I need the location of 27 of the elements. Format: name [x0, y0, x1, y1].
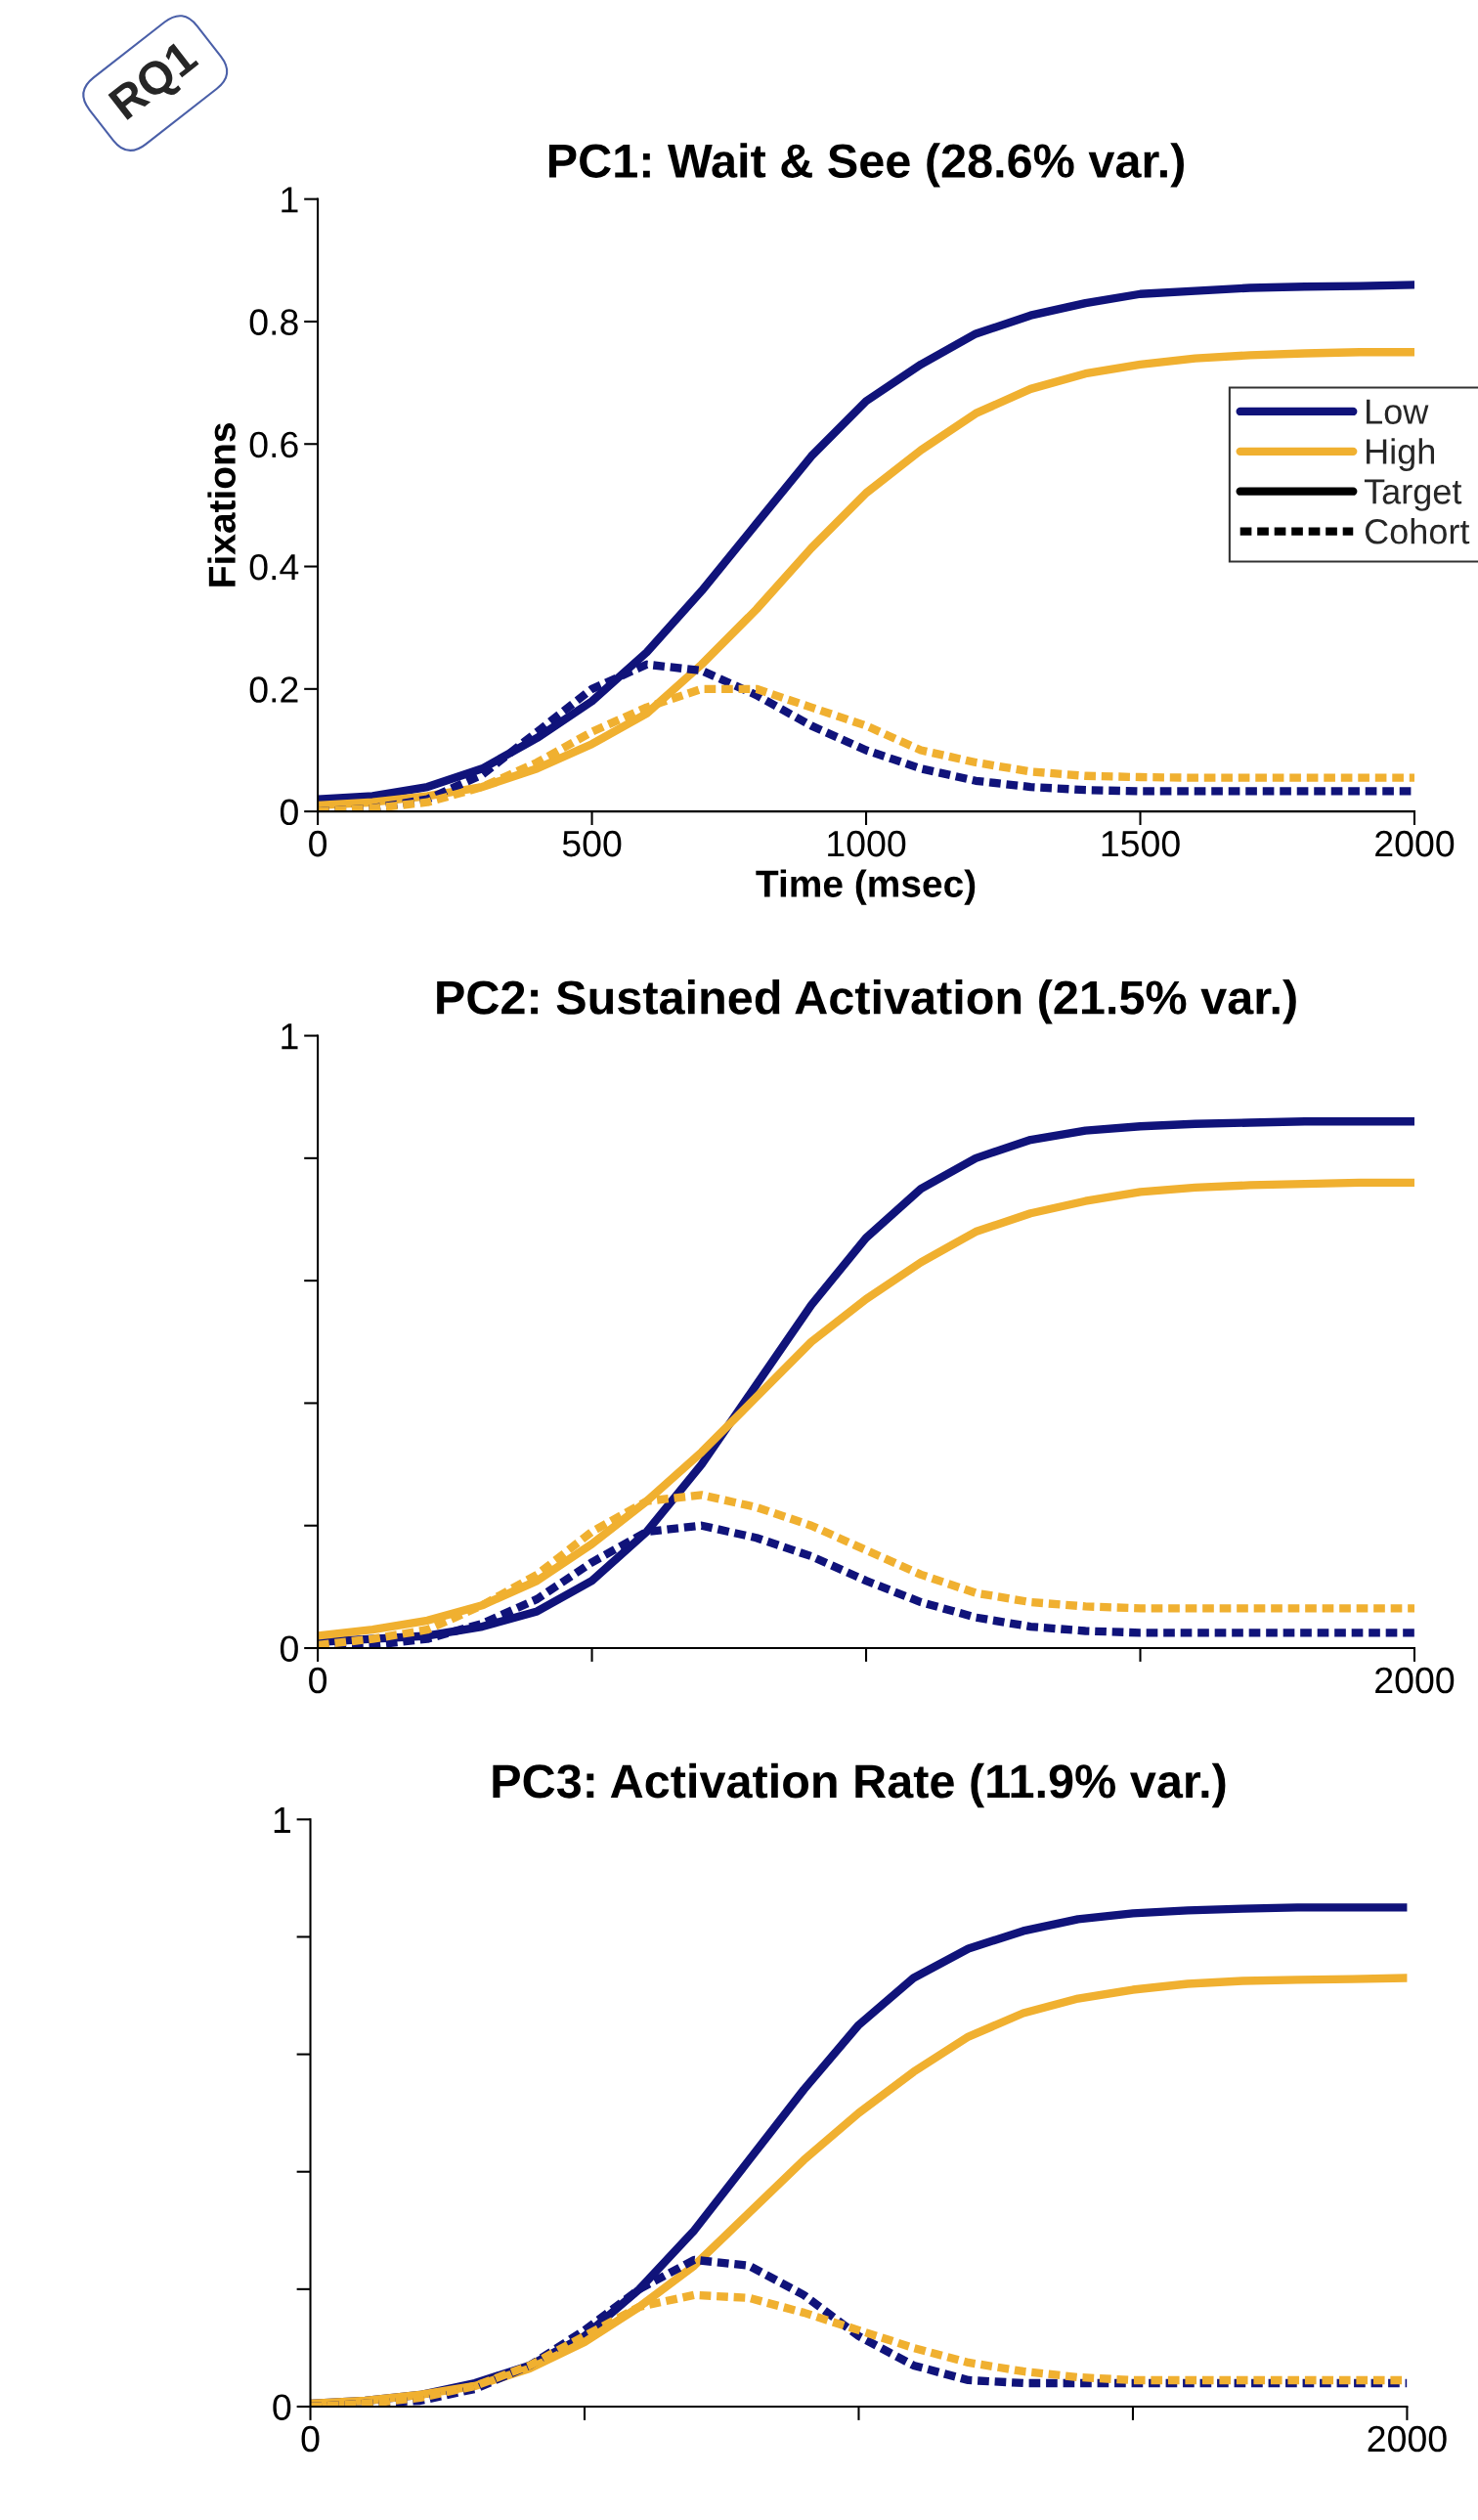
x-axis-title: Time (msec): [756, 869, 976, 905]
text: RQ1: [108, 38, 205, 127]
x-tick-label: 1000: [828, 830, 906, 857]
x-tick-label: 2000: [1375, 1667, 1455, 1694]
annotation: Cohort: [1365, 518, 1470, 544]
legend-label: High: [1367, 438, 1435, 471]
legend-label: Low: [1367, 399, 1429, 424]
y-tick-label: 1: [282, 1023, 298, 1050]
x-tick-label: 2000: [1368, 2425, 1447, 2453]
chart-title: PC1: Wait & See (28.6% var.): [548, 143, 1184, 188]
x-tick-label: 500: [562, 830, 622, 857]
y-tick-label: 0: [273, 2394, 291, 2420]
y-tick-label: 0.4: [249, 553, 299, 581]
y-tick-label: 1: [274, 1807, 290, 1833]
chart-title: PC3: Activation Rate (11.9% var.): [493, 1762, 1226, 1808]
chart-title: PC2: Sustained Activation (21.5% var.): [437, 979, 1296, 1024]
y-tick-label: 0.2: [249, 676, 298, 703]
y-tick-label: 0: [280, 799, 298, 826]
y-tick-label: 1: [282, 187, 298, 213]
y-tick-label: 0.8: [249, 309, 298, 335]
x-tick-label: 1500: [1102, 830, 1180, 857]
annotation: Target: [1364, 479, 1462, 511]
x-tick-label: 0: [309, 830, 327, 857]
y-tick-label: 0: [280, 1635, 298, 1662]
y-axis-title: Fixations: [207, 423, 236, 587]
x-tick-label: 2000: [1375, 830, 1455, 857]
y-tick-label: 0.6: [249, 431, 298, 458]
